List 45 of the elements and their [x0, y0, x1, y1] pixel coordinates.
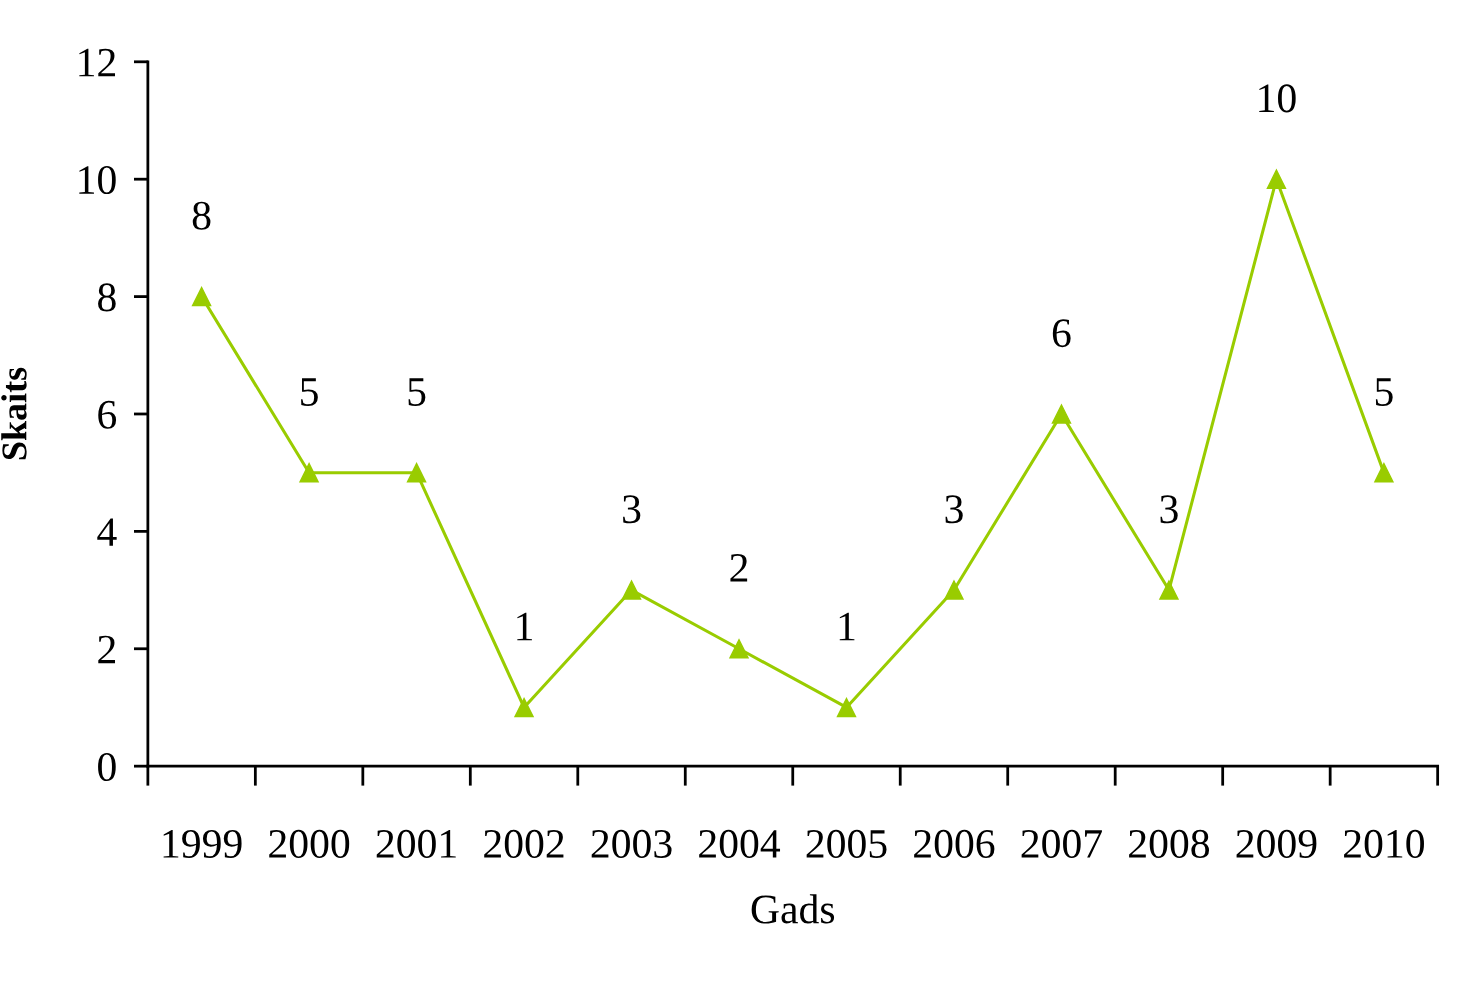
- x-tick-label: 2004: [699, 829, 781, 858]
- point: [1159, 580, 1179, 600]
- point: [944, 580, 964, 600]
- data-label: 5: [408, 378, 426, 406]
- x-tick-label: 2009: [1236, 829, 1317, 858]
- point: [299, 462, 319, 483]
- data-label: 6: [1052, 319, 1071, 348]
- point: [1051, 404, 1072, 424]
- x-tick-label: 2000: [269, 829, 350, 858]
- data-label: 5: [1375, 378, 1393, 406]
- point: [514, 697, 534, 718]
- point: [729, 639, 749, 659]
- point: [1374, 462, 1394, 483]
- x-tick-label: 2010: [1344, 829, 1424, 858]
- point: [406, 462, 427, 483]
- point: [836, 697, 857, 718]
- data-label: 8: [192, 201, 211, 230]
- x-tick-label: 2007: [1021, 829, 1102, 858]
- data-label: 2: [730, 553, 748, 582]
- data-label: 1: [839, 612, 855, 641]
- y-tick-label: 2: [98, 635, 116, 664]
- data-label: 10: [1259, 84, 1296, 113]
- data-label: 3: [1160, 495, 1178, 524]
- y-tick-label: 12: [79, 48, 116, 77]
- y-tick-label: 8: [98, 283, 116, 312]
- x-tick-label: 1999: [163, 829, 242, 858]
- x-tick-label: 2005: [806, 829, 887, 858]
- y-tick-label: 6: [98, 400, 117, 429]
- y-axis-title: Skaits: [1, 367, 27, 460]
- x-tick-label: 2006: [914, 829, 995, 858]
- y-tick-label: 4: [97, 518, 117, 546]
- y-tick-label: 0: [98, 752, 116, 782]
- point: [621, 580, 642, 600]
- x-tick-label: 2002: [484, 829, 564, 858]
- data-label: 1: [517, 612, 532, 641]
- y-tick-label: 10: [79, 165, 116, 195]
- point: [1266, 169, 1287, 189]
- x-tick-label: 2001: [376, 829, 456, 858]
- x-axis-title: Gads: [751, 894, 835, 924]
- x-tick-label: 2008: [1129, 829, 1210, 858]
- x-tick-label: 2003: [591, 829, 672, 858]
- point: [191, 286, 212, 307]
- data-label: 5: [301, 378, 318, 406]
- data-label: 3: [945, 495, 963, 524]
- data-label: 3: [623, 495, 641, 524]
